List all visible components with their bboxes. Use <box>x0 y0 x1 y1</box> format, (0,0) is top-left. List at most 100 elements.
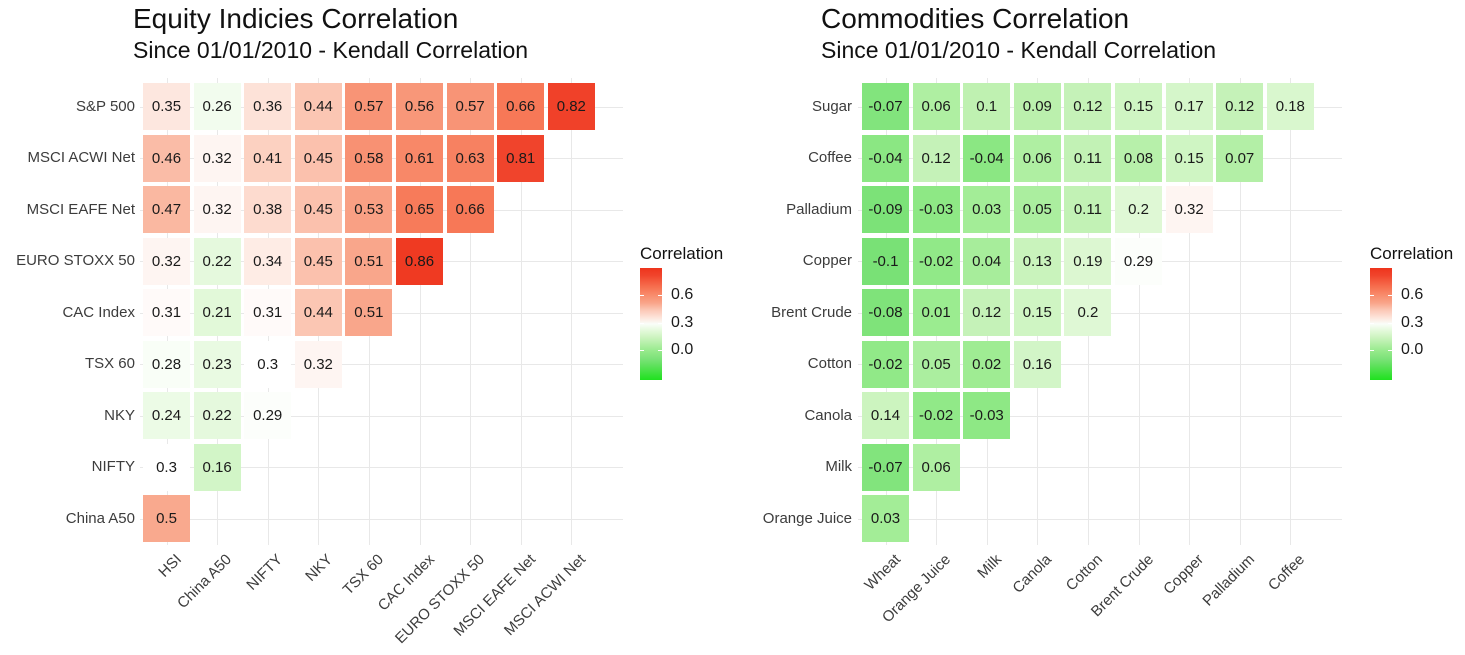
y-axis-label: CAC Index <box>62 303 135 321</box>
gridline-h <box>858 364 1342 365</box>
legend-tick-mark <box>640 322 644 324</box>
gridline-h <box>858 518 1342 520</box>
heatmap-cell: 0.44 <box>294 289 342 336</box>
heatmap-cell: 0.07 <box>1216 134 1264 182</box>
legend-tick-mark <box>1370 294 1374 296</box>
legend-tick-mark <box>1388 294 1392 296</box>
heatmap-cell: 0.15 <box>1115 83 1162 130</box>
y-axis-label: Coffee <box>808 149 852 166</box>
heatmap-cell: 0.06 <box>1013 134 1061 182</box>
y-axis-label: NIFTY <box>91 458 135 475</box>
y-axis-label: Brent Crude <box>771 303 852 321</box>
legend-tick-mark <box>640 350 644 352</box>
y-axis-label: Sugar <box>811 97 852 115</box>
gridline-v <box>1138 78 1140 545</box>
heatmap-cell: 0.03 <box>862 495 909 542</box>
legend-tick-label: 0.6 <box>671 285 694 303</box>
y-axis-label: S&P 500 <box>76 97 135 115</box>
heatmap-cell: 0.46 <box>143 134 190 182</box>
heatmap-cell: 0.32 <box>193 186 241 233</box>
heatmap-cell: -0.02 <box>862 340 909 388</box>
heatmap-cell: 0.41 <box>244 134 292 182</box>
heatmap-cell: 0.5 <box>143 495 190 542</box>
y-axis-label: Orange Juice <box>762 509 852 527</box>
heatmap-cell: 0.3 <box>143 443 190 491</box>
heatmap-cell: 0.05 <box>1013 186 1061 233</box>
heatmap-cell: -0.07 <box>862 83 909 130</box>
heatmap-cell: 0.22 <box>193 237 241 285</box>
gridline-h <box>858 467 1342 468</box>
heatmap-cell: -0.07 <box>862 443 909 491</box>
heatmap-cell: 0.82 <box>547 83 595 130</box>
heatmap-cell: 0.45 <box>294 134 342 182</box>
heatmap-cell: 0.15 <box>1013 289 1061 336</box>
heatmap-cell: 0.65 <box>396 186 443 233</box>
heatmap-cell: 0.51 <box>345 289 393 336</box>
heatmap-cell: -0.09 <box>862 186 909 233</box>
heatmap-cell: 0.32 <box>1165 186 1213 233</box>
heatmap-cell: 0.32 <box>294 340 342 388</box>
heatmap-cell: 0.31 <box>143 289 190 336</box>
heatmap-cell: 0.14 <box>862 392 909 439</box>
heatmap-cell: -0.04 <box>862 134 909 182</box>
heatmap-cell: 0.2 <box>1115 186 1162 233</box>
heatmap-cell: -0.02 <box>912 237 960 285</box>
heatmap-cell: -0.02 <box>912 392 960 439</box>
y-axis-label: Canola <box>804 406 852 424</box>
heatmap-cell: 0.08 <box>1115 134 1162 182</box>
heatmap-cell: 0.61 <box>396 134 443 182</box>
gridline-h <box>140 415 623 417</box>
heatmap-cell: 0.44 <box>294 83 342 130</box>
gridline-v <box>1239 78 1241 545</box>
gridline-v <box>571 78 573 545</box>
heatmap-cell: 0.34 <box>244 237 292 285</box>
heatmap-cell: 0.12 <box>963 289 1011 336</box>
x-axis-label: HSI <box>154 551 185 581</box>
heatmap-cell: 0.01 <box>912 289 960 336</box>
legend-tick-label: 0.0 <box>671 341 694 359</box>
heatmap-cell: 0.12 <box>1216 83 1264 130</box>
heatmap-cell: -0.03 <box>912 186 960 233</box>
heatmap-cell: 0.45 <box>294 186 342 233</box>
heatmap-cell: 0.57 <box>446 83 494 130</box>
heatmap-cell: 0.15 <box>1165 134 1213 182</box>
heatmap-cell: 0.06 <box>912 443 960 491</box>
heatmap-cell: 0.13 <box>1013 237 1061 285</box>
heatmap-cell: 0.17 <box>1165 83 1213 130</box>
y-axis-label: MSCI ACWI Net <box>27 149 135 166</box>
gridline-v <box>1290 78 1292 545</box>
heatmap-cell: 0.47 <box>143 186 190 233</box>
heatmap-cell: 0.53 <box>345 186 393 233</box>
gridline-v <box>1189 78 1191 545</box>
heatmap-cell: 0.81 <box>497 134 545 182</box>
heatmap-cell: 0.11 <box>1064 134 1112 182</box>
y-axis-label: Palladium <box>786 200 852 218</box>
y-axis-label: TSX 60 <box>84 355 135 372</box>
legend-tick-mark <box>658 350 662 352</box>
heatmap-cell: 0.2 <box>1064 289 1112 336</box>
chart-subtitle: Since 01/01/2010 - Kendall Correlation <box>133 37 529 63</box>
heatmap-cell: 0.03 <box>963 186 1011 233</box>
heatmap-cell: 0.28 <box>143 340 190 388</box>
y-axis-label: Copper <box>802 252 852 269</box>
heatmap-cell: 0.32 <box>193 134 241 182</box>
heatmap-cell: 0.22 <box>193 392 241 439</box>
y-axis-label: MSCI EAFE Net <box>26 200 135 218</box>
heatmap-cell: 0.38 <box>244 186 292 233</box>
heatmap-cell: 0.35 <box>143 83 190 130</box>
gridline-v <box>520 78 522 545</box>
heatmap-cell: 0.36 <box>244 83 292 130</box>
heatmap-cell: 0.16 <box>193 443 241 491</box>
heatmap-cell: 0.57 <box>345 83 393 130</box>
heatmap-cell: -0.08 <box>862 289 909 336</box>
heatmap-cell: 0.32 <box>143 237 190 285</box>
heatmap-cell: 0.66 <box>446 186 494 233</box>
heatmap-cell: 0.1 <box>963 83 1011 130</box>
heatmap-cell: 0.19 <box>1064 237 1112 285</box>
heatmap-cell: 0.04 <box>963 237 1011 285</box>
heatmap-cell: 0.09 <box>1013 83 1061 130</box>
legend-tick-mark <box>640 294 644 296</box>
gridline-h <box>140 467 623 468</box>
heatmap-cell: 0.02 <box>963 340 1011 388</box>
